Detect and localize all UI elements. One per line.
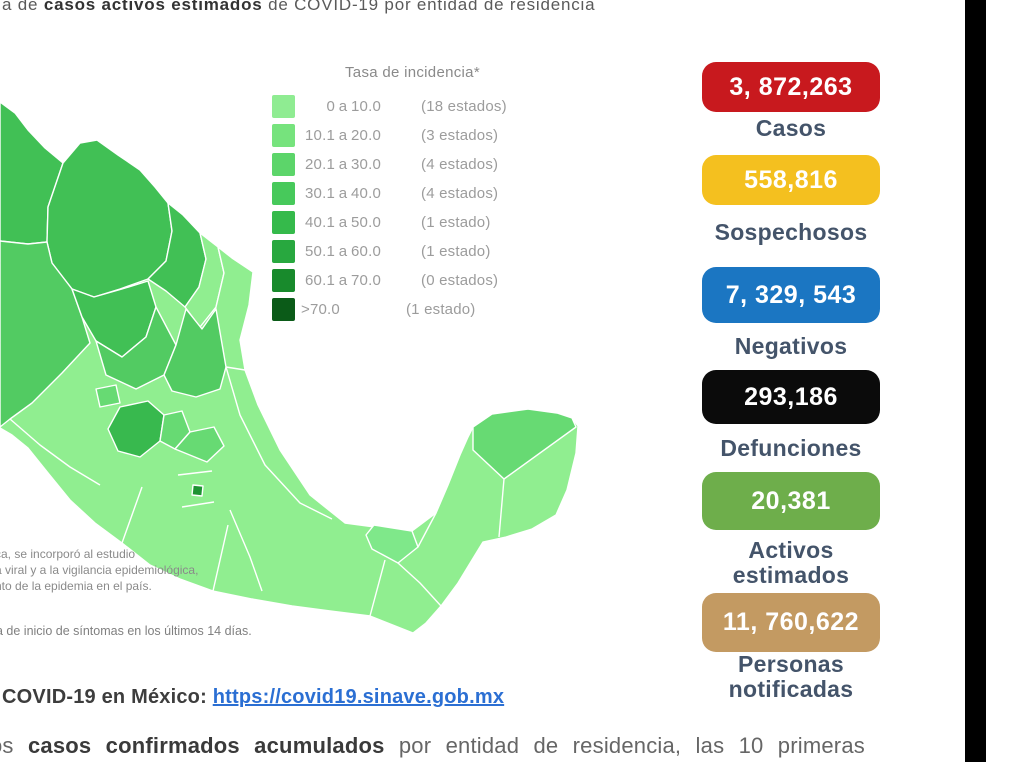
stat-label-activos-estimados: Activos estimados [732,537,850,588]
legend-row: 10.1 a 20.0 (3 estados) [272,124,562,147]
legend-row: 50.1 a 60.0 (1 estado) [272,240,562,263]
legend-count: (1 estado) [421,214,491,231]
legend-row: 60.1 a 70.0 (0 estados) [272,269,562,292]
stat-value-defunciones: 293,186 [744,382,838,411]
legend-swatch [272,240,295,263]
symptom-footnote: a de inicio de síntomas en los últimos 1… [0,624,252,638]
legend-swatch [272,182,295,205]
stat-box-personas-notificadas: 11, 760,622 [702,593,880,652]
legend-swatch [272,124,295,147]
legend-count: (18 estados) [421,98,507,115]
map-state [0,240,91,428]
map-state [95,384,121,408]
legend-row: 0 a 10.0 (18 estados) [272,95,562,118]
legend-count: (4 estados) [421,185,499,202]
page-title: a de casos activos estimados de COVID-19… [2,0,596,14]
page-edge-bar [965,0,986,762]
legend-row: 20.1 a 30.0 (4 estados) [272,153,562,176]
stat-label-sospechosos: Sospechosos [714,219,868,245]
legend-count: (0 estados) [421,272,499,289]
legend-swatch [272,153,295,176]
map-state [472,408,577,480]
state-borders [9,366,505,617]
stat-label-defunciones: Defunciones [720,435,862,461]
footnote-line: nto de la epidemia en el país. [0,579,152,593]
legend-count: (1 estado) [405,301,476,318]
legend-count: (3 estados) [421,127,499,144]
legend-swatch [272,269,295,292]
map-state [174,426,225,463]
stat-value-personas-notificadas: 11, 760,622 [722,608,860,636]
footnote-line: ca, se incorporó al estudio [0,547,136,561]
stat-box-activos-estimados: 20,381 [702,472,880,530]
stat-label-negativos: Negativos [734,333,848,359]
map-state [163,308,227,398]
stat-box-casos: 3, 872,263 [702,62,880,112]
legend-row: 40.1 a 50.0 (1 estado) [272,211,562,234]
legend-row: 30.1 a 40.0 (4 estados) [272,182,562,205]
source-label: COVID-19 en México: [2,686,213,708]
bottom-paragraph: os casos confirmados acumulados por enti… [0,733,865,758]
source-line: COVID-19 en México: https://covid19.sina… [2,686,504,709]
mexico-choropleth-map [0,101,579,634]
stat-value-sospechosos: 558,816 [744,165,838,194]
legend-swatch [272,95,295,118]
legend-swatch [272,211,295,234]
incidence-legend: 0 a 10.0 (18 estados) 10.1 a 20.0 (3 estados… [272,95,562,327]
stat-box-sospechosos: 558,816 [702,155,880,205]
stat-label-casos: Casos [755,115,827,141]
legend-count: (1 estado) [421,243,491,260]
stat-value-activos-estimados: 20,381 [751,486,831,515]
legend-row: >70.0 (1 estado) [272,298,562,321]
stat-label-personas-notificadas: Personas notificadas [728,651,854,702]
map-state [107,400,165,458]
map-state [191,484,204,497]
stat-box-negativos: 7, 329, 543 [702,267,880,323]
stat-value-casos: 3, 872,263 [729,72,853,101]
sinave-link[interactable]: https://covid19.sinave.gob.mx [212,686,505,708]
map-footnotes: ca, se incorporó al estudio a viral y a … [0,546,198,594]
footnote-line: a viral y a la vigilancia epidemiológica… [0,563,199,577]
stat-box-defunciones: 293,186 [702,370,880,424]
legend-swatch [272,298,295,321]
stat-value-negativos: 7, 329, 543 [725,280,857,309]
legend-count: (4 estados) [421,156,499,173]
legend-title: Tasa de incidencia* [345,64,480,81]
